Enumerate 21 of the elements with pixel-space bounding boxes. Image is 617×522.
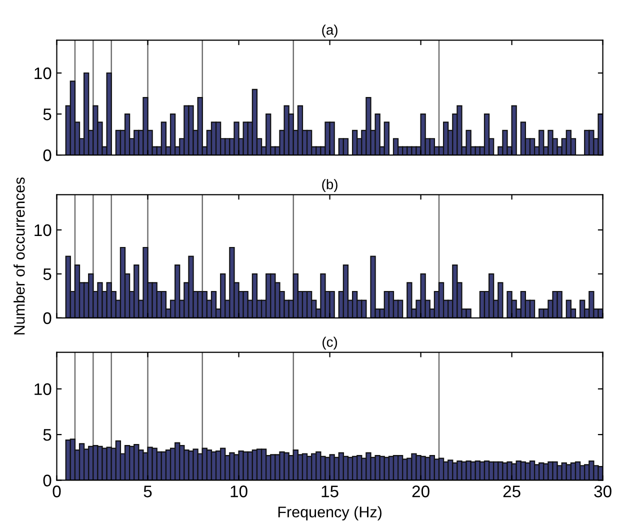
x-tick-label: 20 (412, 486, 430, 498)
y-tick-label: 5 (43, 108, 52, 120)
y-tick-label: 0 (43, 474, 52, 486)
chart-title: (c) (322, 336, 338, 350)
x-tick-label: 5 (144, 486, 152, 498)
y-tick-label: 10 (34, 383, 52, 396)
y-tick-label: 5 (43, 268, 52, 280)
chart-title: (b) (322, 179, 338, 192)
x-tick-label: 0 (52, 486, 61, 498)
x-tick-label: 30 (594, 486, 612, 498)
x-tick-label: 15 (322, 486, 338, 498)
x-axis-title: Frequency (Hz) (278, 506, 382, 520)
y-tick-label: 0 (43, 312, 52, 324)
y-tick-label: 10 (34, 67, 52, 80)
y-tick-label: 0 (43, 149, 52, 162)
y-tick-label: 10 (34, 224, 52, 236)
x-tick-label: 25 (503, 486, 520, 498)
x-tick-label: 10 (230, 486, 248, 498)
y-tick-label: 5 (43, 429, 52, 441)
y-axis-title: Number of occurrences (14, 177, 25, 334)
chart-title: (a) (322, 24, 338, 38)
